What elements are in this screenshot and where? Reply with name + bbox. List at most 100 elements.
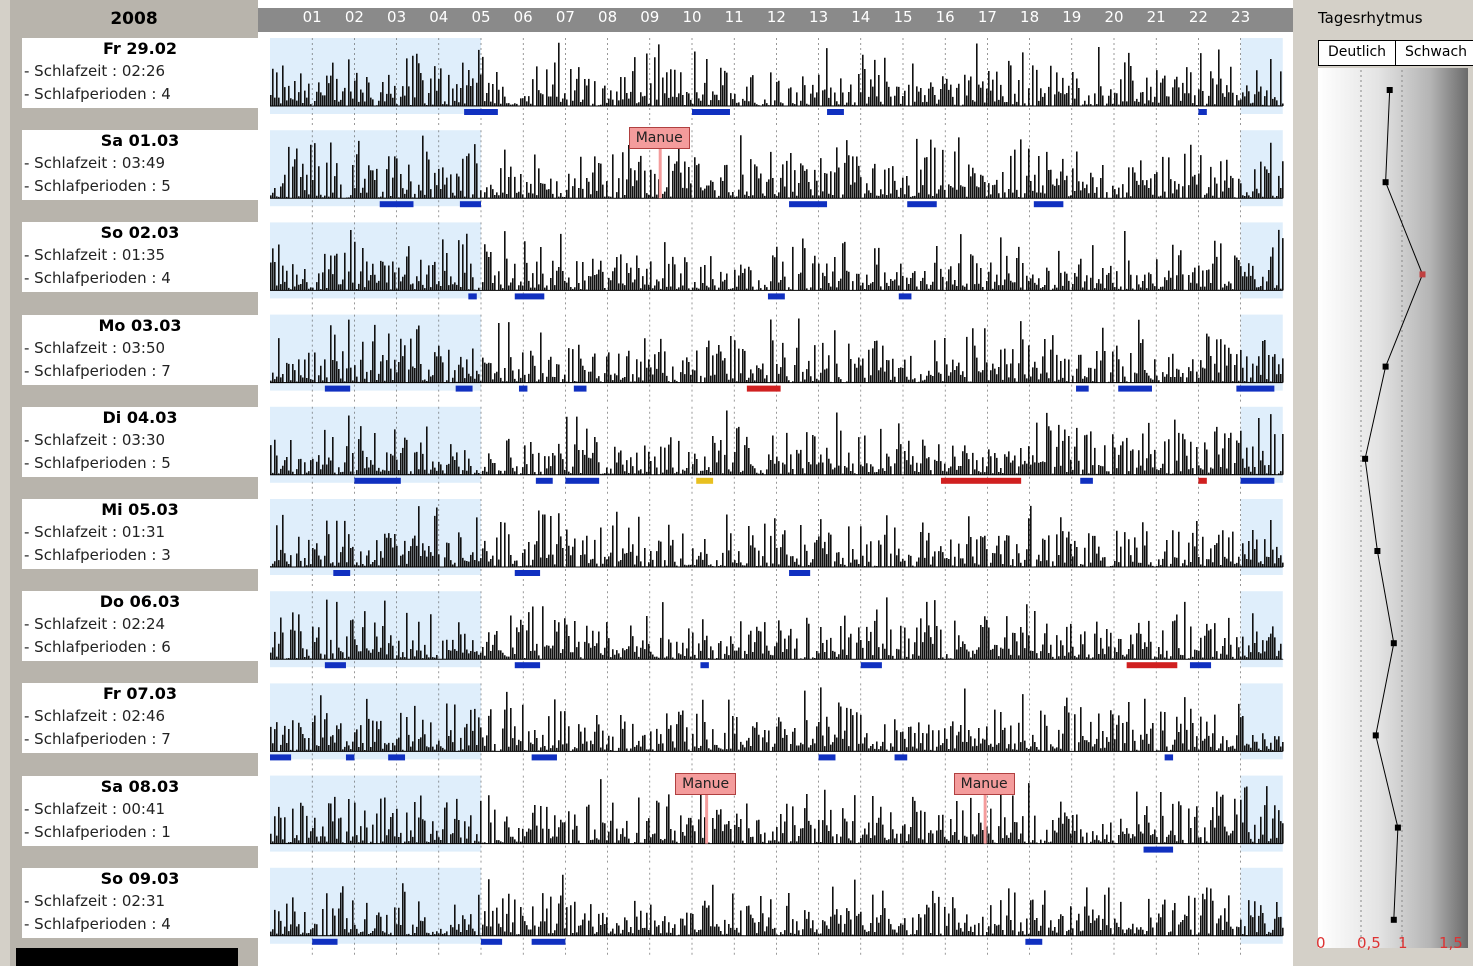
rhythm-chart	[1318, 68, 1468, 948]
day-row	[270, 775, 1284, 864]
rhythm-point	[1386, 87, 1393, 93]
rhythm-point	[1394, 824, 1401, 831]
day-title[interactable]: Fr 07.03	[22, 683, 258, 706]
rhythm-point	[1390, 640, 1397, 647]
hour-label: 03	[387, 8, 407, 26]
sleep-period	[907, 201, 937, 208]
sleep-periods: - Schlafperioden : 5	[24, 177, 171, 196]
hour-label: 17	[977, 8, 997, 26]
manue-tag[interactable]: Manue	[628, 127, 690, 150]
rhythm-axis-tick: 1,5	[1439, 934, 1463, 952]
event-marker	[940, 477, 1022, 484]
sleep-period	[464, 109, 498, 115]
day-summary: Mo 03.03 - Schlafzeit : 03:50 - Schlafpe…	[10, 314, 258, 401]
sleep-period	[531, 938, 566, 945]
sleep-period	[692, 109, 730, 115]
day-row	[270, 406, 1284, 495]
hour-label: 05	[471, 8, 491, 26]
manue-marker	[705, 793, 709, 844]
hour-label: 08	[598, 8, 618, 26]
sleep-periods: - Schlafperioden : 1	[24, 822, 171, 841]
day-stats: - Schlafzeit : 02:26 - Schlafperioden : …	[22, 60, 258, 108]
day-title[interactable]: Di 04.03	[22, 406, 258, 429]
sleep-period	[354, 477, 401, 484]
sleep-period	[270, 754, 292, 761]
sleep-period	[1240, 477, 1275, 484]
day-stats: - Schlafzeit : 01:35 - Schlafperioden : …	[22, 244, 258, 293]
day-title[interactable]: Do 06.03	[22, 591, 258, 614]
rhythm-axis-tick: 1	[1398, 934, 1408, 952]
sleep-periods: - Schlafperioden : 5	[24, 453, 171, 472]
day-title[interactable]: Sa 08.03	[22, 775, 258, 798]
day-title[interactable]: Sa 01.03	[22, 130, 258, 153]
day-title[interactable]: Mi 05.03	[22, 499, 258, 521]
day-stats: - Schlafzeit : 03:49 - Schlafperioden : …	[22, 152, 258, 201]
day-summary: Di 04.03 - Schlafzeit : 03:30 - Schlafpe…	[10, 406, 258, 493]
sleep-periods: - Schlafperioden : 4	[24, 85, 171, 103]
rhythm-line	[1364, 89, 1424, 920]
deutlich-button[interactable]: Deutlich	[1318, 40, 1396, 66]
manue-marker	[983, 793, 987, 844]
day-row	[270, 867, 1284, 956]
sleep-periods: - Schlafperioden : 4	[24, 914, 171, 933]
day-title[interactable]: So 09.03	[22, 867, 258, 890]
activity-bars	[270, 505, 1284, 567]
sleep-period	[1198, 109, 1207, 115]
schwach-button[interactable]: Schwach	[1395, 40, 1473, 66]
sleep-period	[700, 662, 709, 669]
day-summary: Mi 05.03 - Schlafzeit : 01:31 - Schlafpe…	[10, 499, 258, 585]
rhythm-point	[1372, 732, 1379, 739]
sleep-periods: - Schlafperioden : 4	[24, 269, 171, 288]
day-stats: - Schlafzeit : 03:50 - Schlafperioden : …	[22, 336, 258, 385]
sleep-period	[573, 385, 587, 392]
activity-bars	[270, 687, 1284, 752]
sleep-period	[333, 570, 351, 576]
sleep-period	[1025, 938, 1043, 945]
hour-label: 23	[1231, 8, 1251, 26]
sleep-period	[1080, 477, 1093, 484]
day-title[interactable]: Fr 29.02	[22, 38, 258, 60]
sleep-time: - Schlafzeit : 03:49	[24, 154, 166, 173]
rhythm-axis-tick: 0,5	[1357, 934, 1381, 952]
sleep-period	[1236, 385, 1275, 392]
activity-bars	[270, 410, 1284, 475]
day-summary: Do 06.03 - Schlafzeit : 02:24 - Schlafpe…	[10, 591, 258, 677]
day-stats: - Schlafzeit : 02:46 - Schlafperioden : …	[22, 705, 258, 754]
manue-tag[interactable]: Manue	[675, 772, 737, 795]
day-stats: - Schlafzeit : 01:31 - Schlafperioden : …	[22, 521, 258, 569]
sleep-period	[827, 109, 844, 115]
night-shade	[1240, 591, 1283, 668]
hour-label: 09	[640, 8, 660, 26]
sleep-periods: - Schlafperioden : 3	[24, 546, 171, 564]
sleep-time: - Schlafzeit : 03:50	[24, 338, 166, 357]
sleep-period	[789, 570, 811, 576]
activity-bars	[270, 318, 1284, 383]
sleep-period	[345, 754, 355, 761]
night-shade	[1240, 867, 1283, 944]
sleep-period	[1033, 201, 1064, 208]
hour-label: 12	[766, 8, 786, 26]
sleep-time: - Schlafzeit : 02:46	[24, 707, 166, 726]
event-marker	[1126, 662, 1178, 669]
sleep-period	[1143, 846, 1174, 853]
activity-chart	[270, 38, 1284, 956]
event-marker	[746, 385, 781, 392]
sleep-period	[767, 293, 785, 300]
activity-bars	[270, 874, 1284, 936]
sleep-period	[1076, 385, 1089, 392]
day-summary: Sa 08.03 - Schlafzeit : 00:41 - Schlafpe…	[10, 775, 258, 862]
sleep-period	[312, 938, 338, 945]
manue-tag[interactable]: Manue	[953, 772, 1015, 795]
activity-bars	[270, 229, 1284, 291]
sleep-period	[818, 754, 836, 761]
sleep-period	[324, 662, 346, 669]
sleep-periods: - Schlafperioden : 7	[24, 730, 171, 749]
day-title[interactable]: So 02.03	[22, 222, 258, 245]
night-shade	[1240, 130, 1283, 207]
day-title[interactable]: Mo 03.03	[22, 314, 258, 337]
sleep-period	[514, 293, 545, 300]
night-shade	[1240, 499, 1283, 575]
rhythm-gradient	[1318, 68, 1468, 948]
rhythm-point	[1374, 548, 1381, 554]
